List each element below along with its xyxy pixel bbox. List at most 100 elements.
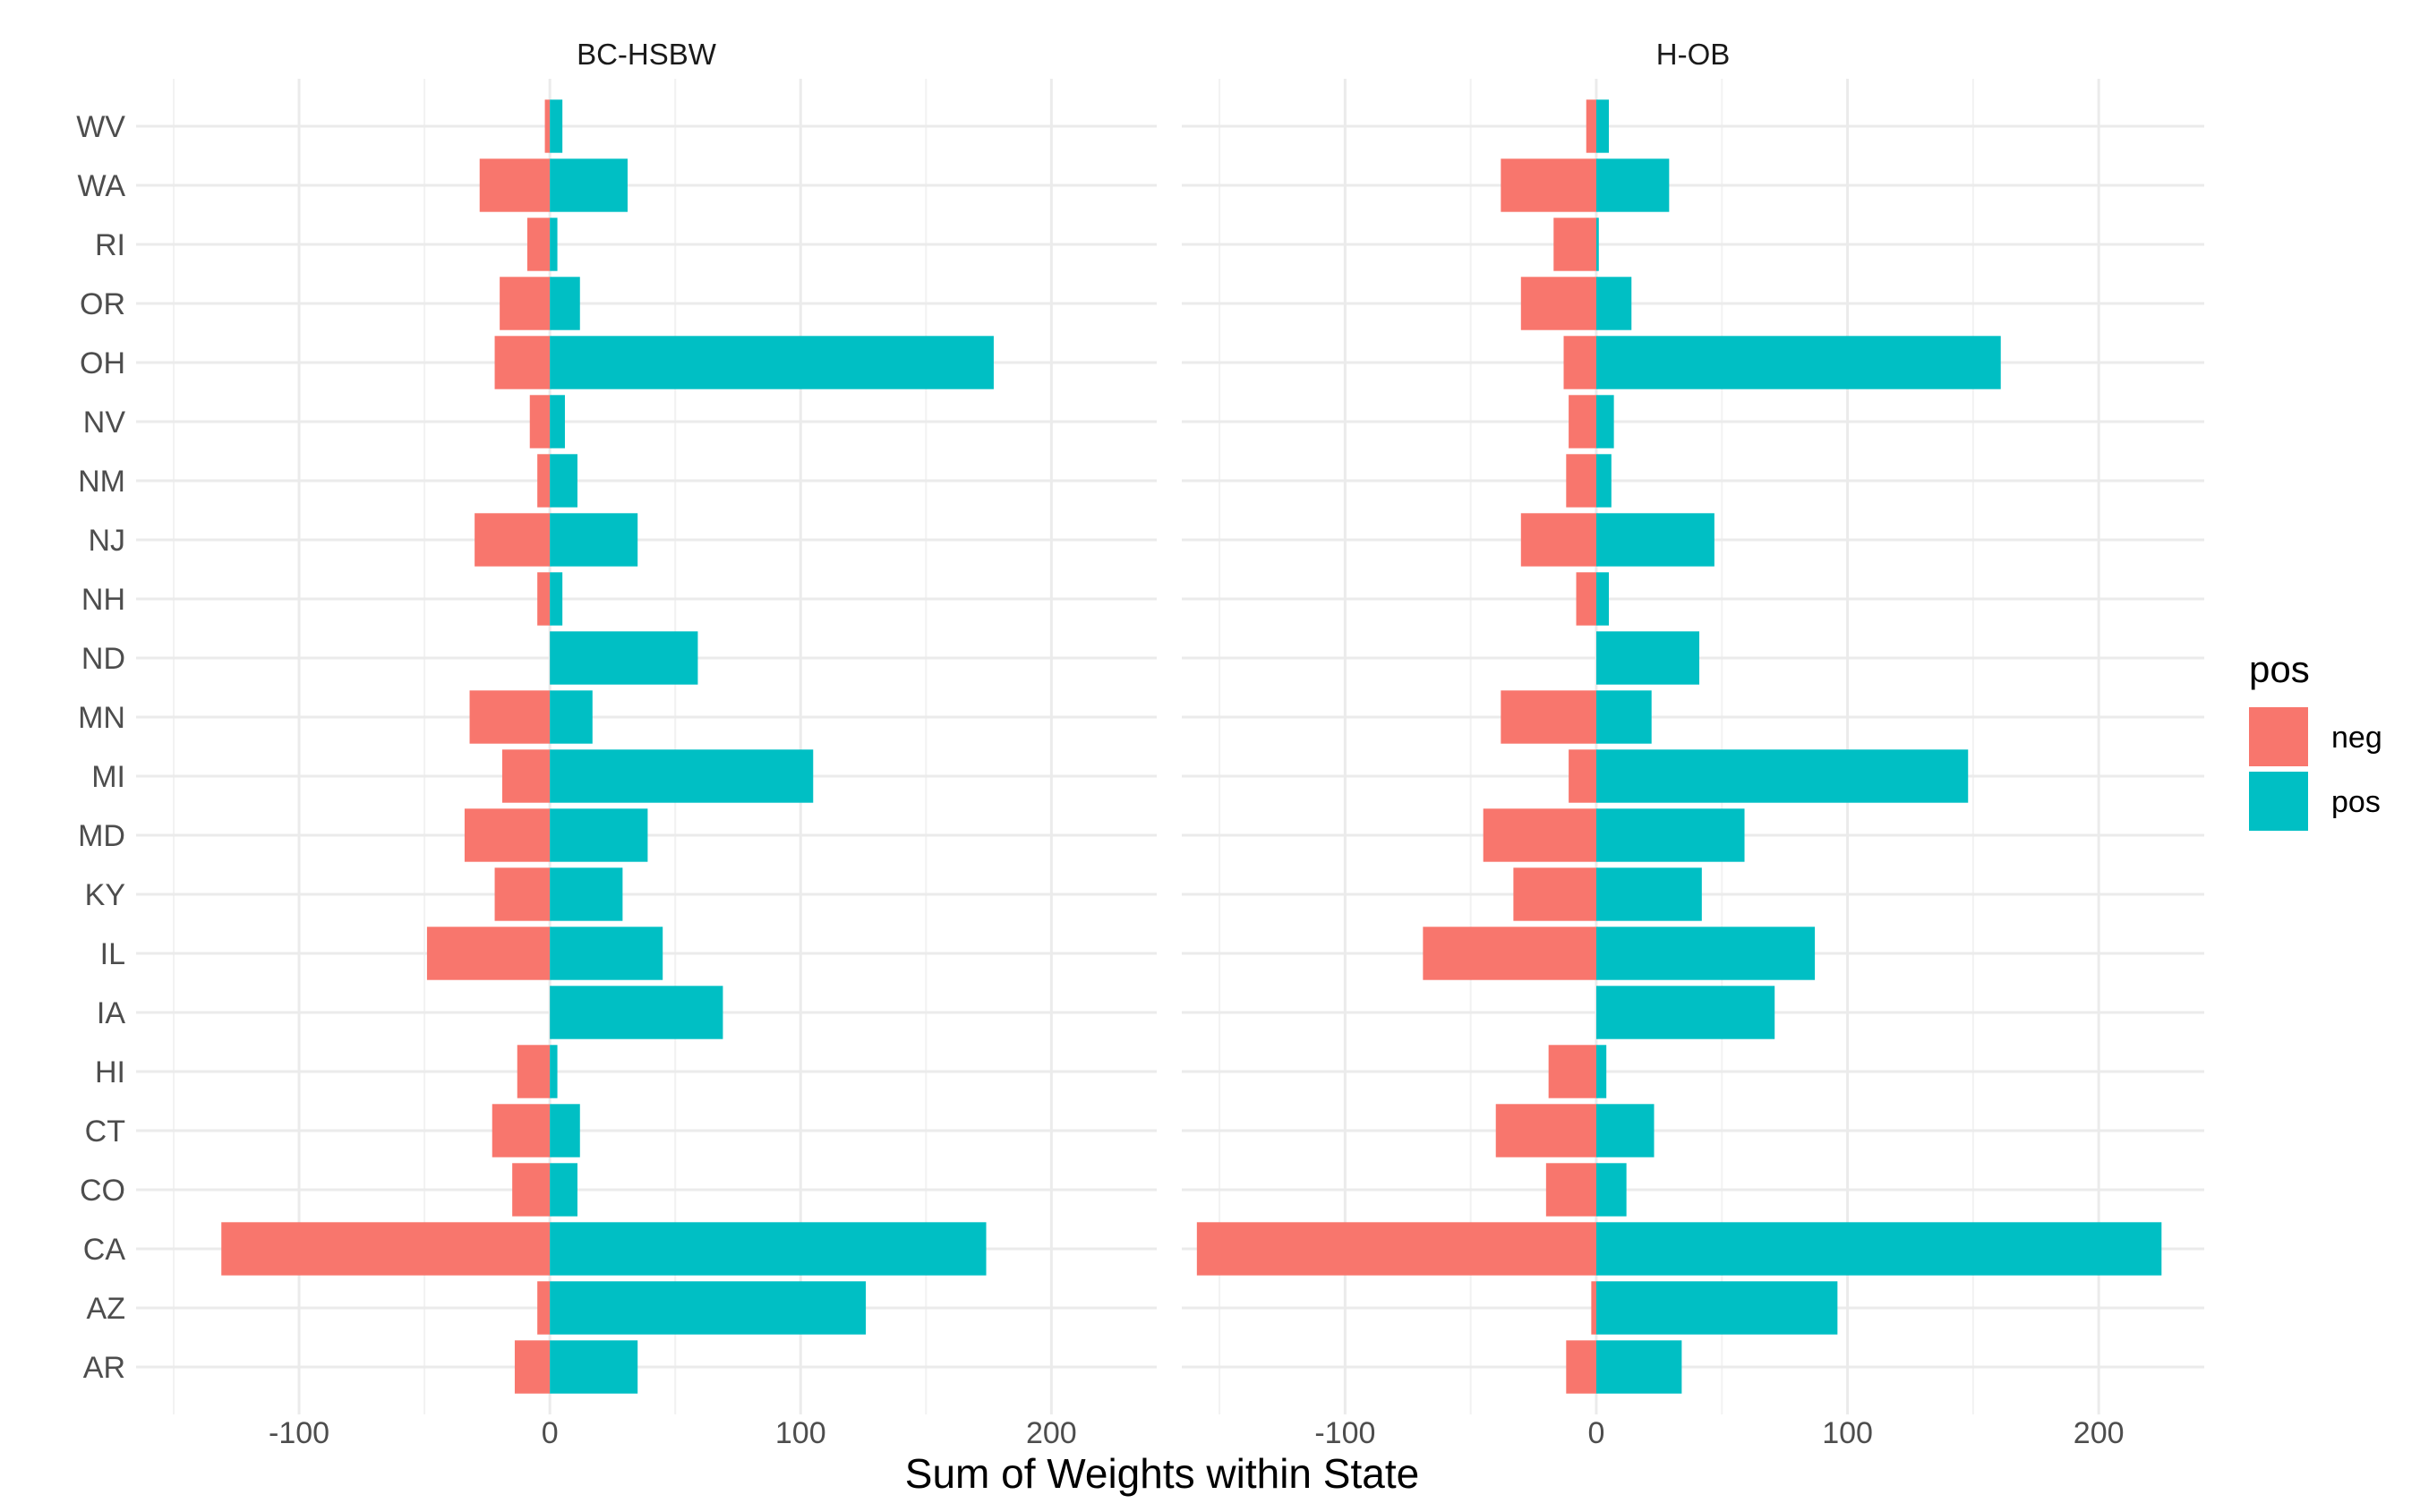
y-tick-label: NH [81,583,125,617]
bar-neg-nj [475,513,551,567]
y-tick-label: NM [78,465,125,499]
x-tick-label: -100 [269,1416,329,1450]
bar-neg-ky [494,867,551,921]
bar-neg-co [512,1163,551,1217]
x-tick-label: 200 [1026,1416,1077,1450]
panels-layer: BC-HSBW -100 0 100 200 H-OB -100 0 100 200 [136,38,2204,1450]
bar-neg-az [1591,1281,1596,1335]
panel-2: H-OB -100 0 100 200 [1182,38,2204,1450]
bar-pos-nv [550,395,565,448]
panel-title: BC-HSBW [577,38,717,71]
y-tick-label: WA [77,169,125,203]
y-tick-label: IL [100,937,125,971]
bar-pos-mn [550,690,593,744]
bar-pos-ct [1595,1104,1655,1157]
bar-neg-ct [1495,1104,1596,1157]
bar-pos-ca [1595,1222,2162,1276]
x-tick-label: -100 [1314,1416,1375,1450]
bar-pos-nv [1595,395,1614,448]
bar-neg-wv [544,99,551,153]
bar-neg-hi [1548,1045,1596,1098]
bar-neg-wa [479,158,551,212]
bar-pos-nj [550,513,638,567]
bar-neg-ca [1196,1222,1596,1276]
bar-neg-ar [514,1340,551,1394]
bar-neg-mn [1501,690,1596,744]
bar-pos-oh [550,336,994,389]
bar-neg-nh [1576,572,1596,626]
x-axis-title: Sum of Weights within State [905,1450,1419,1497]
bar-pos-nm [1595,454,1612,508]
bar-neg-ar [1566,1340,1596,1394]
x-tick-label: 0 [1588,1416,1605,1450]
bar-neg-md [1483,808,1596,862]
bar-pos-nh [1595,572,1610,626]
bar-pos-ri [1595,218,1599,271]
legend-title: pos [2249,648,2310,690]
y-tick-label: OH [80,346,125,380]
legend-swatch-neg [2249,707,2308,766]
bar-neg-hi [517,1045,551,1098]
bar-pos-wv [550,99,563,153]
y-tick-label: NJ [88,524,125,558]
legend: pos neg pos [2249,648,2382,831]
bar-neg-co [1545,1163,1596,1217]
y-tick-label: MD [78,819,125,853]
y-tick-label: HI [95,1055,125,1089]
y-tick-label: WV [76,110,125,144]
y-tick-label: CA [83,1233,126,1267]
bar-pos-ia [1595,986,1775,1039]
y-tick-label: MI [91,760,125,794]
bar-pos-or [1595,277,1632,330]
bar-neg-ca [221,1222,551,1276]
bar-pos-nh [550,572,563,626]
bar-pos-nd [1595,631,1700,685]
bar-neg-az [537,1281,551,1335]
bar-pos-wa [550,158,628,212]
bar-pos-ia [550,986,723,1039]
bar-pos-il [550,927,663,980]
y-tick-label: AR [83,1351,125,1385]
bar-pos-ky [1595,867,1702,921]
bar-neg-oh [494,336,551,389]
bar-neg-wa [1501,158,1596,212]
y-tick-label: RI [95,228,125,262]
bar-neg-ri [1553,218,1596,271]
legend-swatch-pos [2249,772,2308,831]
y-tick-label: OR [80,287,125,321]
bar-pos-co [1595,1163,1627,1217]
panel-title: H-OB [1656,38,1731,71]
x-tick-label: 200 [2074,1416,2125,1450]
bar-pos-wv [1595,99,1610,153]
bar-neg-nv [529,395,551,448]
bar-neg-nj [1520,513,1596,567]
y-tick-label: CO [80,1174,125,1208]
bar-neg-mn [469,690,551,744]
y-tick-label: IA [97,996,125,1030]
bar-pos-hi [1595,1045,1607,1098]
bar-neg-mi [1569,749,1596,803]
bar-pos-mi [1595,749,1969,803]
bar-neg-il [1423,927,1596,980]
bar-pos-ca [550,1222,987,1276]
x-tick-label: 100 [775,1416,826,1450]
y-tick-label: MN [78,701,125,735]
axis-layer: AR AZ CA CO CT HI IA IL KY MD MI MN ND NH NJ NM NV OH OR RI… [76,110,125,1385]
bar-pos-il [1595,927,1816,980]
bar-neg-ri [526,218,551,271]
y-tick-label: CT [85,1115,125,1149]
y-tick-label: AZ [87,1292,125,1326]
bar-neg-or [1520,277,1596,330]
bar-neg-md [464,808,551,862]
x-tick-label: 0 [542,1416,559,1450]
bar-neg-nm [537,454,551,508]
bar-pos-md [1595,808,1745,862]
panel-1: BC-HSBW -100 0 100 200 [136,38,1157,1450]
bar-pos-co [550,1163,577,1217]
bar-pos-or [550,277,580,330]
bar-pos-nd [550,631,698,685]
legend-label-pos: pos [2331,785,2381,819]
bar-neg-mi [501,749,551,803]
bar-neg-il [426,927,551,980]
